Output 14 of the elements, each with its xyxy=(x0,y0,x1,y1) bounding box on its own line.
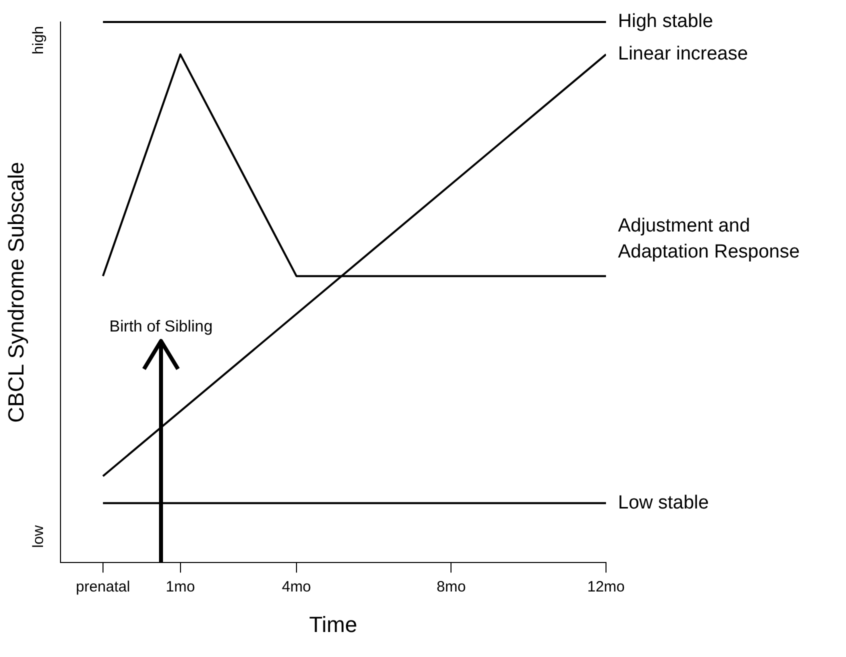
x-tick-label: prenatal xyxy=(76,578,130,596)
series-label: Linear increase xyxy=(618,44,748,65)
ref-line-label: Birth of Sibling xyxy=(109,318,213,336)
series-label: High stable xyxy=(618,11,714,32)
y-axis-title: CBCL Syndrome Subscale xyxy=(3,162,28,423)
text: low xyxy=(30,525,48,548)
x-tick-label: 1mo xyxy=(166,578,195,596)
series-label: Low stable xyxy=(618,492,709,514)
x-tick-label: 4mo xyxy=(282,578,312,596)
text: high xyxy=(30,26,48,54)
series-label: Adjustment and Adaptation Response xyxy=(618,215,800,262)
x-tick-label: 8mo xyxy=(436,578,466,596)
x-tick-label: 12mo xyxy=(587,578,625,596)
x-axis-title: Time xyxy=(309,612,358,637)
